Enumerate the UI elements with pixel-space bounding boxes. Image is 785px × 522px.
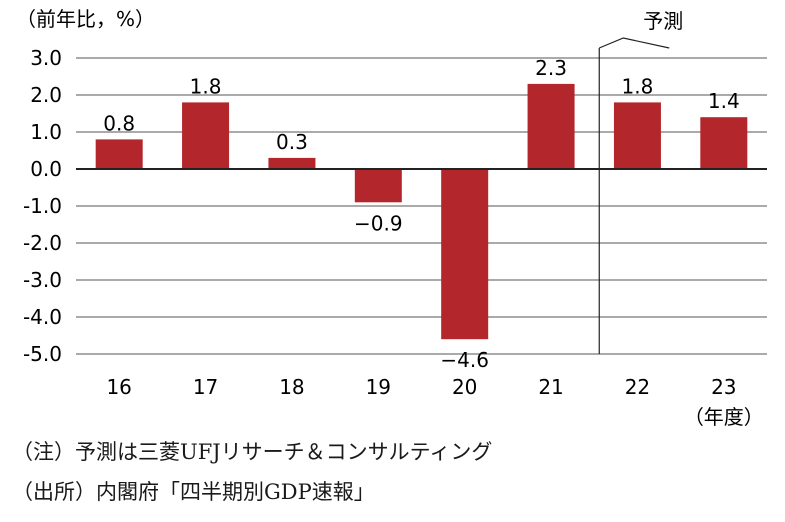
forecast-leader-line (599, 37, 670, 49)
data-label-18: 0.3 (276, 130, 308, 154)
x-tick-label: 16 (106, 375, 131, 399)
data-label-21: 2.3 (535, 56, 567, 80)
bar-16 (95, 139, 143, 169)
x-unit-suffix: （年度） (684, 405, 764, 429)
bar-18 (268, 157, 316, 169)
bar-chart: 予測 3.0 2.0 1.0 0.0 -1.0 -2.0 -3.0 -4.0 -5.0 16 17… (16, 7, 767, 429)
y-tick-label: 2.0 (30, 83, 62, 107)
x-tick-label: 21 (538, 375, 563, 399)
bar-22 (613, 102, 661, 169)
y-tick-label: 3.0 (30, 46, 62, 70)
data-labels: 0.8 1.8 0.3 −0.9 −4.6 2.3 1.8 1.4 (103, 56, 739, 372)
bar-20 (441, 169, 489, 340)
x-tick-label: 22 (625, 375, 650, 399)
y-tick-label: -5.0 (23, 342, 62, 366)
data-label-22: 1.8 (622, 74, 654, 98)
data-label-17: 1.8 (190, 74, 222, 98)
y-tick-label: 1.0 (30, 120, 62, 144)
bar-23 (700, 117, 748, 169)
y-tick-labels: 3.0 2.0 1.0 0.0 -1.0 -2.0 -3.0 -4.0 -5.0 (23, 46, 62, 366)
x-tick-label: 19 (366, 375, 391, 399)
x-tick-label: 18 (279, 375, 304, 399)
bar-21 (527, 83, 575, 169)
gridlines (76, 57, 767, 355)
footnote-source-forecast: （注）予測は三菱UFJリサーチ＆コンサルティング (12, 440, 493, 464)
y-tick-label: -1.0 (23, 194, 62, 218)
x-tick-label: 20 (452, 375, 477, 399)
bars (95, 83, 748, 340)
data-label-20: −4.6 (440, 348, 489, 372)
bar-19 (354, 169, 402, 203)
y-tick-label: 0.0 (30, 157, 62, 181)
data-label-19: −0.9 (354, 211, 403, 235)
x-tick-labels: 16 17 18 19 20 21 22 23 (106, 375, 736, 399)
bar-17 (182, 102, 230, 169)
y-unit-label: （前年比，%） (16, 7, 155, 31)
forecast-label: 予測 (643, 9, 683, 33)
data-label-16: 0.8 (103, 111, 135, 135)
y-tick-label: -2.0 (23, 231, 62, 255)
data-label-23: 1.4 (708, 89, 740, 113)
y-tick-label: -3.0 (23, 268, 62, 292)
footnote-source-data: （出所）内閣府「四半期別GDP速報」 (12, 480, 375, 504)
forecast-marker: 予測 (598, 9, 683, 354)
x-tick-label: 17 (193, 375, 218, 399)
y-tick-label: -4.0 (23, 305, 62, 329)
x-tick-label: 23 (711, 375, 736, 399)
